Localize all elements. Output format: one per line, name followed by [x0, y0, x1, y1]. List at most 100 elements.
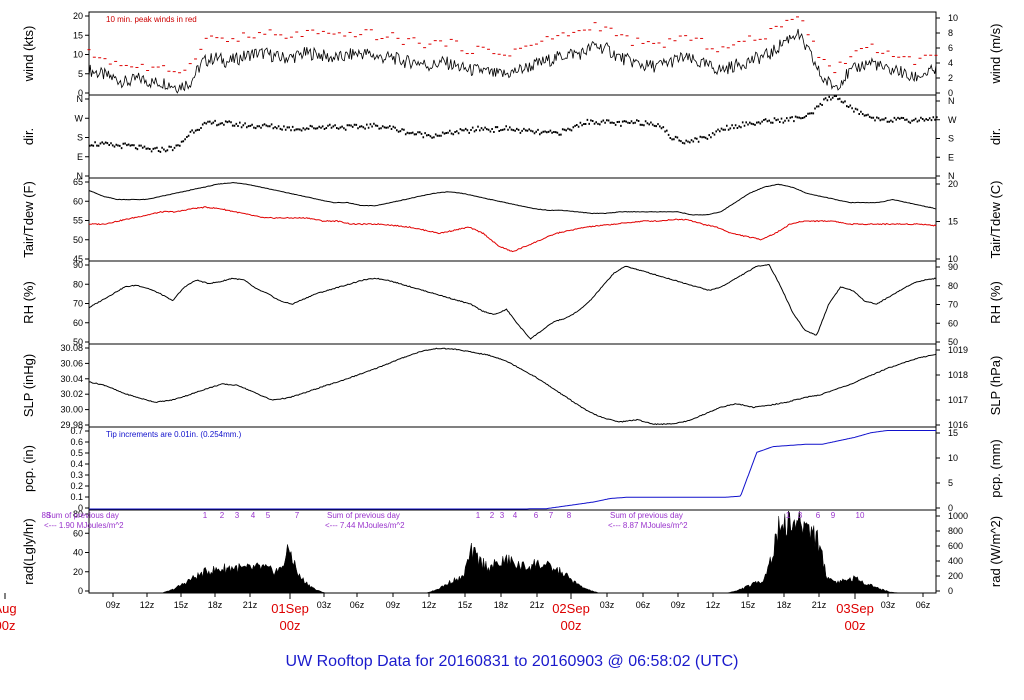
y-axis-label-right: wind (m/s)	[988, 24, 1003, 85]
right-tick-label: 8	[948, 28, 953, 38]
y-axis-label-right: RH (%)	[988, 281, 1003, 324]
right-tick-label: 6	[948, 43, 953, 53]
x-tick-label: 18z	[208, 600, 223, 610]
left-tick-label: 65	[73, 177, 83, 187]
panel-temp: 45 50 55 60 65 10 15 20 Tair/Tdew (F) Tair/Tdew (…	[21, 177, 1003, 264]
right-tick-label: 80	[948, 281, 958, 291]
right-tick-label: 1019	[948, 345, 968, 355]
left-tick-label: 30.06	[60, 358, 83, 368]
right-tick-label: 15	[948, 428, 958, 438]
daily-sum-title: Sum of previous day	[327, 511, 400, 520]
x-tick-label: 09z	[386, 600, 401, 610]
panel-wind: 0 5 10 15 20 0 2 4 6 8 10 wind (kts) wind (m/s) 10 mi…	[21, 11, 1003, 98]
right-tick-label: 90	[948, 262, 958, 272]
right-tick-label: 50	[948, 337, 958, 347]
panel-rh: 50 60 70 80 90 50 60 70 80 90 RH (%) RH (%)	[21, 260, 1003, 347]
left-tick-label: 0.2	[70, 481, 83, 491]
series-wind-speed	[88, 28, 937, 94]
right-tick-label: N	[948, 96, 955, 106]
y-axis-label-right: dir.	[988, 128, 1003, 145]
panel-annotation: Tip increments are 0.01in. (0.254mm.)	[106, 430, 242, 439]
panel-frame	[88, 343, 937, 428]
left-tick-label: W	[75, 113, 84, 123]
left-tick-label: 50	[73, 235, 83, 245]
left-tick-label: 80	[73, 509, 83, 519]
left-tick-label: 80	[73, 279, 83, 289]
left-tick-label: 10	[73, 50, 83, 60]
chart-title: UW Rooftop Data for 20160831 to 20160903…	[286, 653, 739, 670]
x-tick-label: 09z	[671, 600, 686, 610]
right-tick-label: 1018	[948, 370, 968, 380]
x-tick-label: 15z	[458, 600, 473, 610]
left-tick-label: 70	[73, 299, 83, 309]
left-tick-label: 55	[73, 216, 83, 226]
left-tick-label: N	[77, 94, 84, 104]
panel-frame	[88, 94, 937, 179]
series-radiation-area	[89, 510, 936, 594]
right-tick-label: 800	[948, 526, 963, 536]
hour-marker: 1	[786, 511, 791, 520]
left-tick-label: 40	[73, 548, 83, 558]
left-tick-label: 5	[78, 69, 83, 79]
day-label: Aug	[0, 601, 17, 616]
y-axis-label-right: rad (W/m^2)	[988, 516, 1003, 587]
x-tick-label: 03z	[317, 600, 332, 610]
left-tick-label: 0.7	[70, 426, 83, 436]
hour-marker: 4	[513, 511, 518, 520]
right-tick-label: 20	[948, 179, 958, 189]
day-label: 01Sep	[271, 601, 309, 616]
right-tick-label: 1000	[948, 511, 968, 521]
y-axis-label-left: Tair/Tdew (F)	[21, 181, 36, 258]
y-axis-label-right: Tair/Tdew (C)	[988, 180, 1003, 258]
series-tair	[88, 181, 937, 216]
panel-frame	[88, 426, 937, 511]
series-slp	[88, 347, 937, 426]
left-tick-label: 30.00	[60, 405, 83, 415]
daily-sum-value: <--- 7.44 MJoules/m^2	[325, 521, 405, 530]
left-tick-label: S	[77, 133, 83, 143]
right-tick-label: N	[948, 171, 955, 181]
day-hour-label: 00z	[845, 618, 866, 633]
hour-marker: 3	[235, 511, 240, 520]
panel-slp: 29.98 30.00 30.02 30.04 30.06 30.08 1016 1017 10…	[21, 343, 1003, 430]
right-tick-label: 4	[948, 58, 953, 68]
left-tick-label: 60	[73, 528, 83, 538]
daily-sum-title: Sum of previous day	[610, 511, 683, 520]
left-tick-label: 0.3	[70, 470, 83, 480]
left-tick-label: 45	[73, 254, 83, 264]
daily-sum-title: Sum of previous day	[46, 511, 119, 520]
right-tick-label: S	[948, 134, 954, 144]
right-tick-label: 0	[948, 88, 953, 98]
day-hour-label: 00z	[561, 618, 582, 633]
hour-marker: 9	[831, 511, 836, 520]
left-tick-label: 0.4	[70, 459, 83, 469]
right-tick-label: W	[948, 115, 957, 125]
right-tick-label: 70	[948, 300, 958, 310]
y-axis-label-left: pcp. (in)	[21, 445, 36, 492]
x-tick-label: 15z	[174, 600, 189, 610]
hour-marker: 2	[490, 511, 495, 520]
day-hour-label: 00z	[280, 618, 301, 633]
hour-marker: 4	[251, 511, 256, 520]
x-tick-label: 06z	[350, 600, 365, 610]
y-axis-label-left: RH (%)	[21, 281, 36, 324]
x-tick-label: 09z	[106, 600, 121, 610]
x-tick-label: 18z	[777, 600, 792, 610]
left-tick-label: 29.98	[60, 420, 83, 430]
y-axis-label-right: SLP (hPa)	[988, 356, 1003, 416]
left-tick-label: 0	[78, 503, 83, 513]
day-label: 03Sep	[836, 601, 874, 616]
right-tick-label: 10	[948, 453, 958, 463]
right-tick-label: 400	[948, 556, 963, 566]
right-tick-label: E	[948, 152, 954, 162]
left-tick-label: 0.5	[70, 448, 83, 458]
left-tick-label: 60	[73, 318, 83, 328]
left-tick-label: 0	[78, 88, 83, 98]
day-hour-label: 00z	[0, 618, 15, 633]
right-tick-label: 0	[948, 586, 953, 596]
left-tick-label: 0.1	[70, 492, 83, 502]
left-tick-label: 0	[78, 586, 83, 596]
right-tick-label: 600	[948, 541, 963, 551]
